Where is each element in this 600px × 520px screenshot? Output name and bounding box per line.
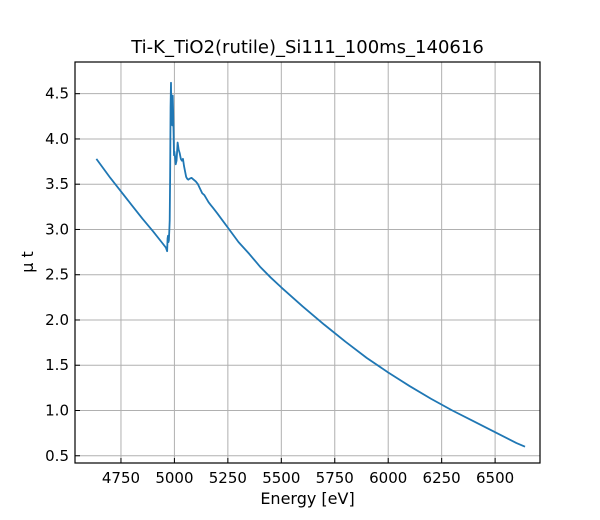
series-line: [95, 81, 526, 448]
y-tick-label: 3.5: [45, 175, 69, 193]
x-tick-label: 5500: [262, 469, 300, 487]
grid: [75, 62, 540, 463]
y-tick-label: 2.0: [45, 311, 69, 329]
plot-frame: [74, 61, 541, 464]
y-tick-label: 4.0: [45, 130, 69, 148]
x-tick-label: 5750: [316, 469, 354, 487]
x-tick-label: 5250: [209, 469, 247, 487]
x-tick-label: 4750: [102, 469, 140, 487]
y-tick-label: 1.5: [45, 356, 69, 374]
x-tick-label: 6000: [369, 469, 407, 487]
y-tick-label: 4.5: [45, 85, 69, 103]
x-axis: 4750 5000 5250 5500 5750 6000 6250 6500: [102, 458, 514, 487]
y-axis: 0.5 1.0 1.5 2.0 2.5 3.0 3.5 4.0 4.5: [45, 85, 80, 465]
series-layer: [95, 81, 526, 448]
x-tick-label: 6250: [423, 469, 461, 487]
y-tick-label: 3.0: [45, 220, 69, 238]
y-tick-label: 0.5: [45, 447, 69, 465]
y-tick-label: 2.5: [45, 266, 69, 284]
y-axis-label: μ t: [18, 251, 37, 273]
y-tick-label: 1.0: [45, 401, 69, 419]
chart-title: Ti-K_TiO2(rutile)_Si111_100ms_140616: [130, 37, 484, 58]
x-tick-label: 6500: [476, 469, 514, 487]
x-tick-label: 5000: [155, 469, 193, 487]
x-axis-label: Energy [eV]: [260, 489, 354, 508]
